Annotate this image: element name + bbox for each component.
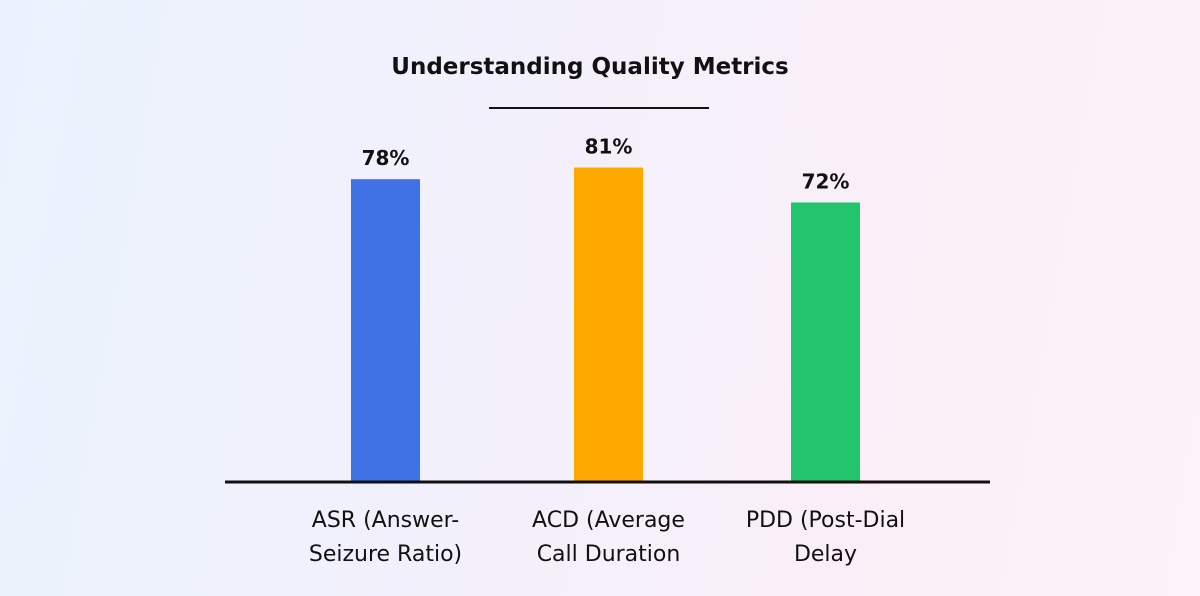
- category-label: Delay: [794, 542, 857, 567]
- title-underline: [489, 107, 709, 109]
- category-label: PDD (Post-Dial: [746, 508, 905, 533]
- category-label: Seizure Ratio): [309, 542, 462, 567]
- category-label: ACD (Average: [532, 508, 685, 533]
- data-label: 81%: [585, 135, 633, 159]
- bar: [351, 179, 420, 483]
- chart-title: Understanding Quality Metrics: [391, 54, 789, 80]
- data-label: 78%: [362, 146, 410, 170]
- bar: [574, 167, 643, 482]
- data-label: 72%: [802, 169, 850, 193]
- category-label: ASR (Answer-: [312, 508, 459, 533]
- bar: [791, 202, 860, 482]
- category-label: Call Duration: [537, 542, 681, 567]
